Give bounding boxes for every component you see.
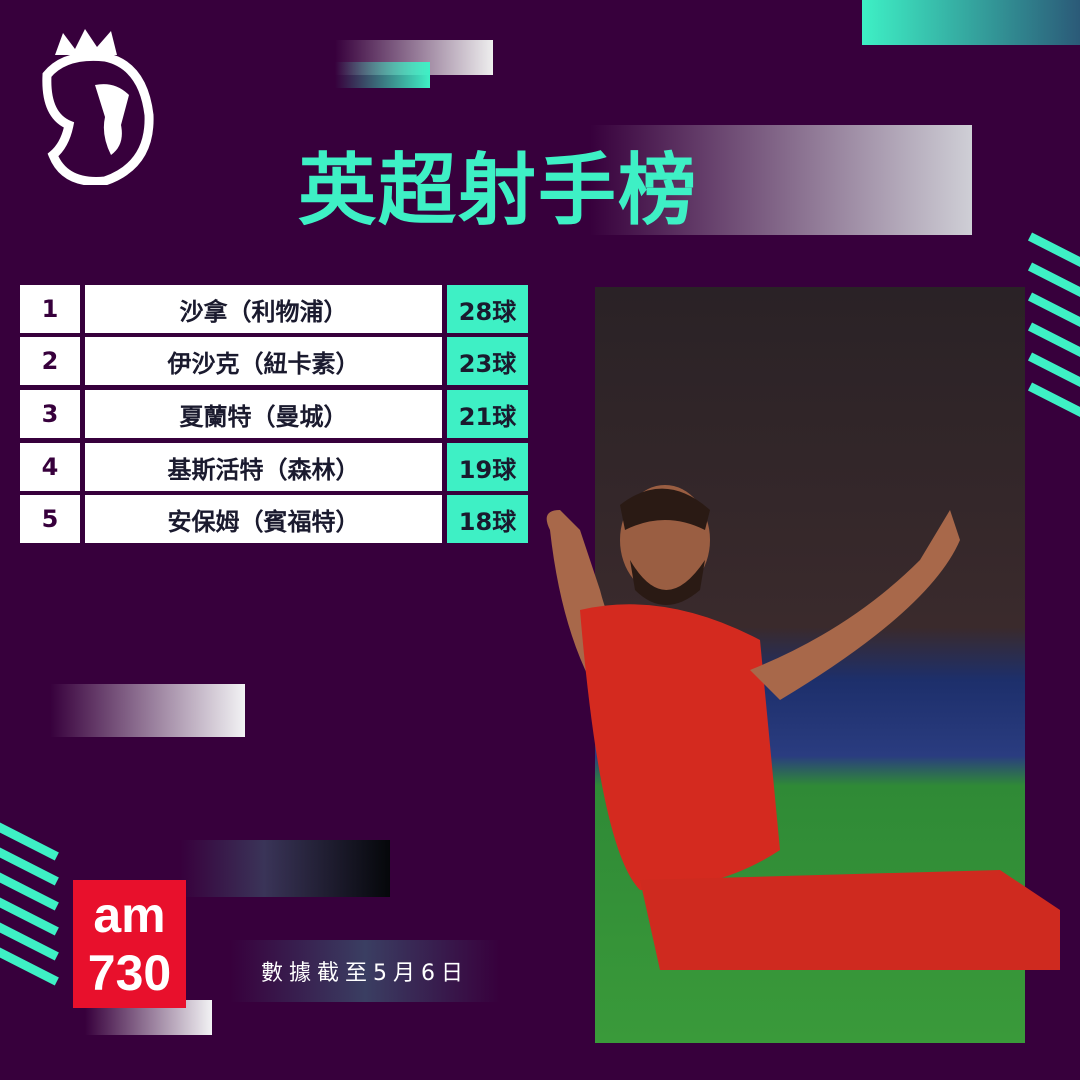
rank-cell: 5 [20, 495, 80, 543]
data-date-note: 數據截至5月6日 [230, 940, 500, 1002]
goals-cell: 21球 [447, 390, 528, 438]
decor-bar [335, 62, 430, 88]
table-row: 4 基斯活特（森林） 19球 [20, 443, 528, 491]
player-cell: 夏蘭特（曼城） [85, 390, 442, 438]
page-title: 英超射手榜 [298, 146, 699, 236]
rank-cell: 2 [20, 337, 80, 385]
decor-bar [180, 840, 390, 897]
goals-cell: 28球 [447, 285, 528, 333]
title-backdrop [590, 125, 972, 235]
decor-bar [862, 0, 1080, 45]
table-row: 5 安保姆（賓福特） 18球 [20, 495, 528, 543]
player-cell: 安保姆（賓福特） [85, 495, 442, 543]
premier-league-lion-logo [42, 29, 154, 185]
table-row: 3 夏蘭特（曼城） 21球 [20, 390, 528, 438]
player-cell: 基斯活特（森林） [85, 443, 442, 491]
goals-cell: 23球 [447, 337, 528, 385]
rank-cell: 4 [20, 443, 80, 491]
goals-cell: 19球 [447, 443, 528, 491]
player-figure [546, 485, 1060, 970]
rank-cell: 3 [20, 390, 80, 438]
decor-bar [50, 684, 245, 737]
player-cell: 沙拿（利物浦） [85, 285, 442, 333]
table-row: 1 沙拿（利物浦） 28球 [20, 285, 528, 333]
goals-cell: 18球 [447, 495, 528, 543]
am730-logo: am 730 [73, 880, 186, 1008]
rank-cell: 1 [20, 285, 80, 333]
player-cell: 伊沙克（紐卡素） [85, 337, 442, 385]
table-row: 2 伊沙克（紐卡素） 23球 [20, 337, 528, 385]
